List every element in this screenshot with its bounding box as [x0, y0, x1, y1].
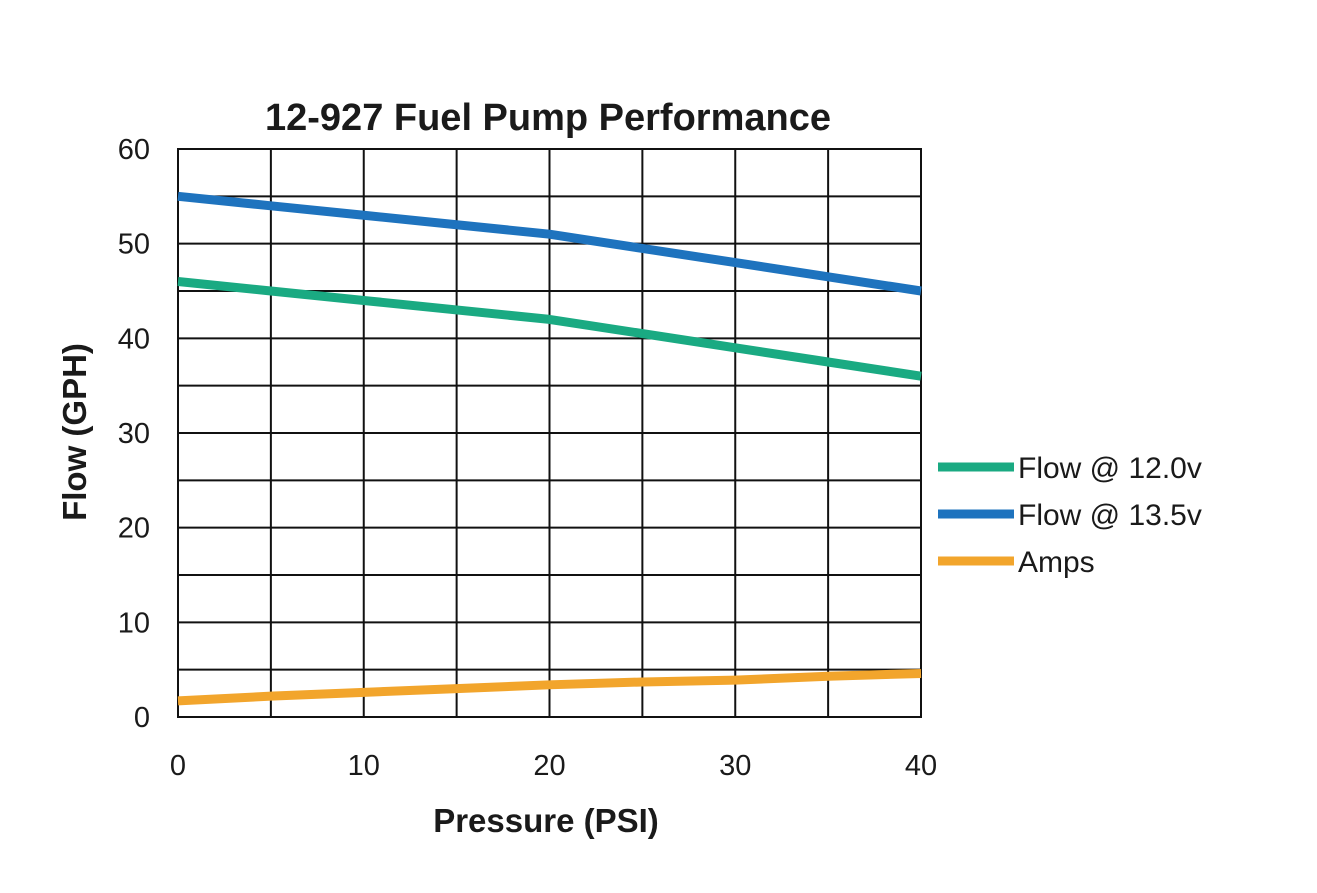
legend-label-flow-13-5v: Flow @ 13.5v: [1018, 499, 1202, 532]
x-tick-label: 30: [719, 750, 751, 782]
series-lines: [177, 191, 922, 706]
x-tick-label: 0: [170, 750, 186, 782]
x-tick-label: 40: [905, 750, 937, 782]
y-tick-label: 30: [118, 418, 150, 450]
y-tick-label: 60: [118, 134, 150, 166]
grid: [177, 148, 922, 718]
y-tick-label: 20: [118, 513, 150, 545]
x-axis-label: Pressure (PSI): [433, 802, 659, 839]
series-line-amps: [177, 668, 922, 706]
legend: Flow @ 12.0v Flow @ 13.5v Amps: [938, 452, 1202, 579]
y-tick-label: 50: [118, 229, 150, 261]
series-line-flow-12-0v: [177, 277, 922, 381]
x-tick-label: 10: [348, 750, 380, 782]
tick-labels: 0 10 20 30 40 50 60 0 10 20 30 40: [118, 134, 937, 782]
y-tick-label: 10: [118, 607, 150, 639]
chart-title: 12-927 Fuel Pump Performance: [265, 97, 831, 139]
y-tick-label: 40: [118, 323, 150, 355]
legend-label-amps: Amps: [1018, 546, 1095, 579]
series-line-flow-13-5v: [177, 191, 922, 296]
legend-label-flow-12-0v: Flow @ 12.0v: [1018, 452, 1202, 485]
x-tick-label: 20: [533, 750, 565, 782]
plot-frame: [177, 148, 922, 718]
y-tick-label: 0: [134, 702, 150, 734]
y-axis-label: Flow (GPH): [56, 343, 93, 521]
